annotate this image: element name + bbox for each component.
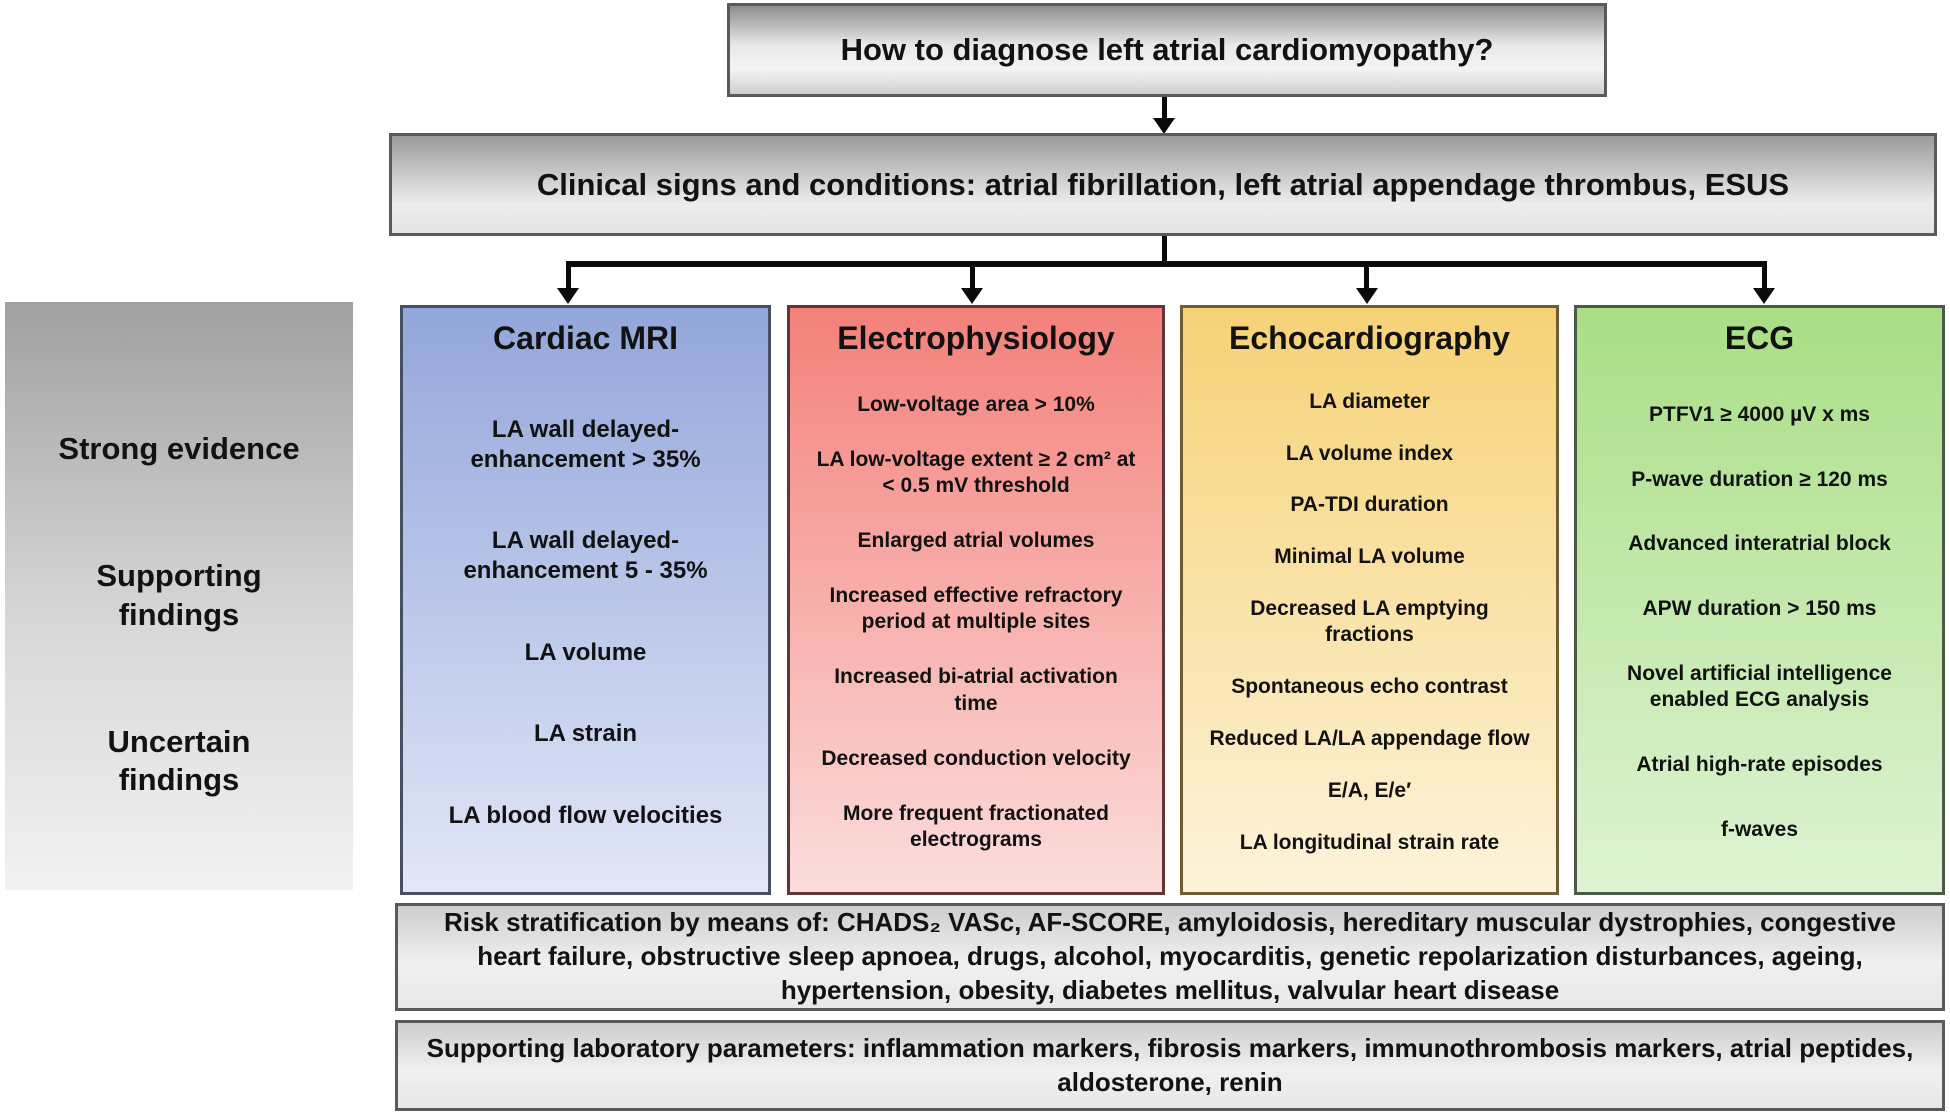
column-item: LA wall delayed- enhancement > 35% (470, 415, 701, 473)
arrow-to-ecg-stem (1762, 261, 1767, 289)
column-item: Novel artificial intelligence enabled EC… (1627, 662, 1892, 712)
column-header-electrophysiology: Electrophysiology (837, 320, 1115, 356)
column-item: APW duration > 150 ms (1642, 597, 1877, 621)
column-item: Atrial high-rate episodes (1636, 753, 1883, 777)
arrow-to-cardiac-mri-head (557, 288, 579, 304)
title-box: How to diagnose left atrial cardiomyopat… (727, 3, 1607, 97)
column-item: LA blood flow velocities (448, 801, 723, 829)
evidence-label-strong: Strong evidence (58, 431, 300, 466)
column-ecg: ECG PTFV1 ≥ 4000 µV x ms P-wave duration… (1574, 305, 1945, 895)
column-echocardiography: Echocardiography LA diameter LA volume i… (1180, 305, 1559, 895)
column-item: PA-TDI duration (1290, 493, 1449, 517)
arrow-to-cardiac-mri-stem (566, 261, 571, 289)
column-item: P-wave duration ≥ 120 ms (1631, 467, 1888, 491)
column-item: LA longitudinal strain rate (1239, 831, 1500, 855)
evidence-level-panel: Strong evidence Supporting findings Unce… (5, 302, 353, 890)
evidence-label-supporting: Supporting findings (96, 557, 262, 632)
column-item: LA volume index (1285, 441, 1454, 465)
column-item: LA wall delayed- enhancement 5 - 35% (463, 527, 708, 584)
column-item: Decreased LA emptying fractions (1250, 597, 1489, 647)
column-items-ecg: PTFV1 ≥ 4000 µV x ms P-wave duration ≥ 1… (1577, 357, 1942, 892)
column-item: Advanced interatrial block (1628, 532, 1891, 556)
column-item: LA volume (524, 638, 647, 666)
column-items-echocardiography: LA diameter LA volume index PA-TDI durat… (1183, 357, 1556, 892)
column-item: Increased effective refractory period at… (829, 584, 1123, 634)
column-item: Enlarged atrial volumes (857, 529, 1095, 553)
arrow-to-echocardiography-head (1356, 288, 1378, 304)
column-item: Minimal LA volume (1274, 545, 1465, 569)
evidence-label-uncertain: Uncertain findings (107, 723, 251, 798)
connector-horizontal-line (566, 261, 1767, 267)
column-item: LA strain (533, 720, 638, 747)
arrow-to-ecg-head (1753, 288, 1775, 304)
arrow-title-to-clinical-stem (1162, 97, 1167, 119)
column-header-echocardiography: Echocardiography (1229, 320, 1510, 356)
column-item: Spontaneous echo contrast (1231, 675, 1508, 699)
column-item: E/A, E/e′ (1327, 779, 1412, 803)
column-item: Increased bi-atrial activation time (834, 665, 1118, 715)
column-cardiac-mri: Cardiac MRI LA wall delayed- enhancement… (400, 305, 771, 895)
arrow-to-electrophysiology-stem (970, 261, 975, 289)
risk-stratification-box: Risk stratification by means of: CHADS₂ … (395, 903, 1945, 1011)
connector-center-stem (1162, 236, 1167, 263)
clinical-signs-box: Clinical signs and conditions: atrial fi… (389, 133, 1937, 236)
column-item: Low-voltage area > 10% (857, 392, 1095, 416)
column-item: PTFV1 ≥ 4000 µV x ms (1649, 402, 1870, 426)
column-item: f-waves (1720, 818, 1799, 842)
arrow-to-echocardiography-stem (1364, 261, 1369, 289)
column-item: Reduced LA/LA appendage flow (1209, 727, 1530, 751)
column-item: LA diameter (1309, 389, 1430, 413)
column-item: LA low-voltage extent ≥ 2 cm² at < 0.5 m… (816, 447, 1136, 498)
column-items-cardiac-mri: LA wall delayed- enhancement > 35% LA wa… (403, 357, 768, 892)
column-item: More frequent fractionated electrograms (842, 801, 1110, 851)
arrow-to-electrophysiology-head (961, 288, 983, 304)
column-items-electrophysiology: Low-voltage area > 10% LA low-voltage ex… (790, 357, 1162, 892)
arrow-title-to-clinical-head (1153, 118, 1175, 134)
column-item: Decreased conduction velocity (821, 746, 1131, 770)
column-header-ecg: ECG (1724, 320, 1795, 356)
column-electrophysiology: Electrophysiology Low-voltage area > 10%… (787, 305, 1165, 895)
laboratory-parameters-box: Supporting laboratory parameters: inflam… (395, 1020, 1945, 1111)
column-header-cardiac-mri: Cardiac MRI (493, 320, 678, 356)
